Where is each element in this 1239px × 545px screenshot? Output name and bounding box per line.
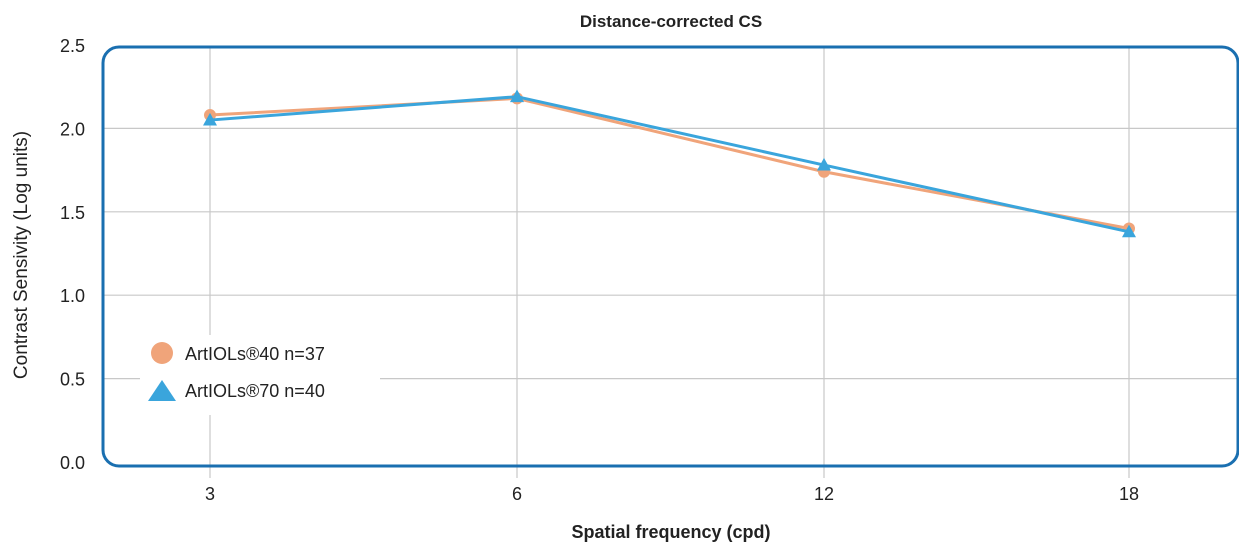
chart-title: Distance-corrected CS [580, 12, 762, 31]
y-tick-label: 1.0 [60, 286, 85, 306]
y-axis-label: Contrast Sensivity (Log units) [11, 131, 32, 379]
y-tick-labels: 0.0 0.5 1.0 1.5 2.0 2.5 [60, 36, 85, 473]
x-tick-label: 3 [205, 484, 215, 504]
data-point-triangle [203, 112, 217, 126]
x-tick-labels: 3 6 12 18 [205, 484, 1139, 504]
x-tick-label: 18 [1119, 484, 1139, 504]
legend-marker-circle [151, 342, 173, 364]
y-tick-label: 1.5 [60, 203, 85, 223]
data-point-triangle [817, 157, 831, 171]
y-tick-label: 0.0 [60, 453, 85, 473]
x-axis-label: Spatial frequency (cpd) [571, 522, 770, 542]
series-line-1 [209, 96, 1130, 230]
plot-frame [101, 45, 1239, 468]
legend-marker-triangle [148, 380, 176, 401]
series-line-2 [209, 95, 1130, 234]
x-tick-label: 12 [814, 484, 834, 504]
series-layer [203, 89, 1136, 238]
data-point-triangle [510, 89, 524, 103]
legend-background [140, 335, 380, 415]
x-tick-label: 6 [512, 484, 522, 504]
y-tick-label: 2.0 [60, 119, 85, 139]
y-tick-label: 2.5 [60, 36, 85, 56]
data-point-triangle [1122, 224, 1136, 238]
y-tick-label: 0.5 [60, 370, 85, 390]
legend-label-series-2: ArtIOLs®70 n=40 [185, 381, 325, 401]
grid-lines [103, 47, 1238, 478]
legend-label-series-1: ArtIOLs®40 n=37 [185, 344, 325, 364]
chart-legend: ArtIOLs®40 n=37 ArtIOLs®70 n=40 [140, 335, 380, 415]
